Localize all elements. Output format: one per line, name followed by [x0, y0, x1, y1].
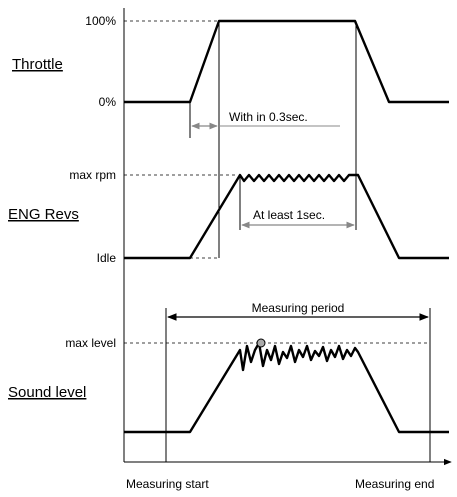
- throttle-curve: [124, 19, 449, 104]
- measuring-start-label: Measuring start: [126, 477, 209, 491]
- measuring-end-label: Measuring end: [355, 477, 434, 491]
- sound-level-curve: [124, 341, 449, 434]
- engine-revs-curve: [124, 173, 449, 260]
- throttle-min-label: 0%: [99, 95, 117, 109]
- sound-max-label: max level: [65, 336, 116, 350]
- throttle-response-annotation: With in 0.3sec.: [229, 110, 308, 124]
- throttle-title: Throttle: [12, 56, 63, 73]
- measuring-period-annotation: Measuring period: [252, 301, 345, 315]
- engine-hold-annotation: At least 1sec.: [253, 208, 325, 222]
- throttle-max-label: 100%: [85, 14, 116, 28]
- engine-max-label: max rpm: [69, 168, 116, 182]
- sound-title: Sound level: [8, 384, 86, 401]
- engine-idle-label: Idle: [97, 251, 117, 265]
- engine-title: ENG Revs: [8, 206, 79, 223]
- sound-max-point-marker: [256, 338, 266, 348]
